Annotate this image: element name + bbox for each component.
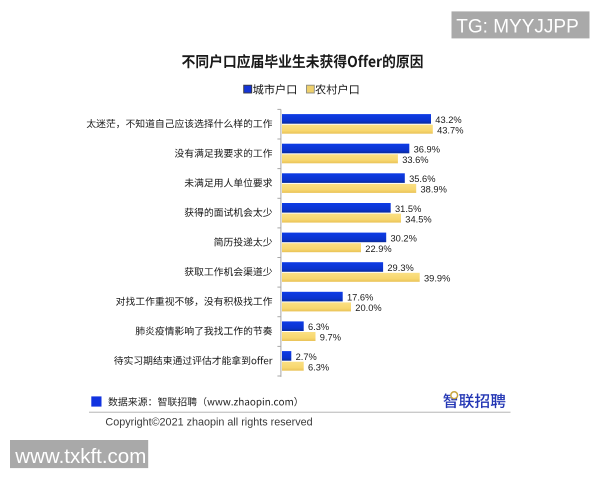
svg-text:Copyright©2021 zhaopin all rig: Copyright©2021 zhaopin all rights reserv…	[105, 417, 312, 429]
svg-text:43.2%: 43.2%	[435, 115, 461, 125]
svg-text:35.6%: 35.6%	[409, 174, 435, 184]
svg-text:33.6%: 33.6%	[402, 155, 428, 165]
svg-text:31.5%: 31.5%	[395, 204, 421, 214]
svg-text:17.6%: 17.6%	[347, 293, 373, 303]
svg-text:39.9%: 39.9%	[424, 274, 450, 284]
svg-text:www.txkft.com: www.txkft.com	[14, 445, 146, 468]
svg-text:34.5%: 34.5%	[405, 214, 431, 224]
svg-text:36.9%: 36.9%	[414, 145, 440, 155]
svg-text:43.7%: 43.7%	[437, 125, 463, 135]
svg-text:29.3%: 29.3%	[387, 263, 413, 273]
svg-text:6.3%: 6.3%	[308, 362, 329, 372]
svg-text:TG: MYYJJPP: TG: MYYJJPP	[456, 16, 578, 37]
svg-text:22.9%: 22.9%	[365, 244, 391, 254]
svg-text:30.2%: 30.2%	[391, 233, 417, 243]
svg-text:38.9%: 38.9%	[421, 185, 447, 195]
svg-text:9.7%: 9.7%	[320, 333, 341, 343]
svg-text:2.7%: 2.7%	[296, 352, 317, 362]
svg-text:6.3%: 6.3%	[308, 322, 329, 332]
svg-text:20.0%: 20.0%	[355, 303, 381, 313]
